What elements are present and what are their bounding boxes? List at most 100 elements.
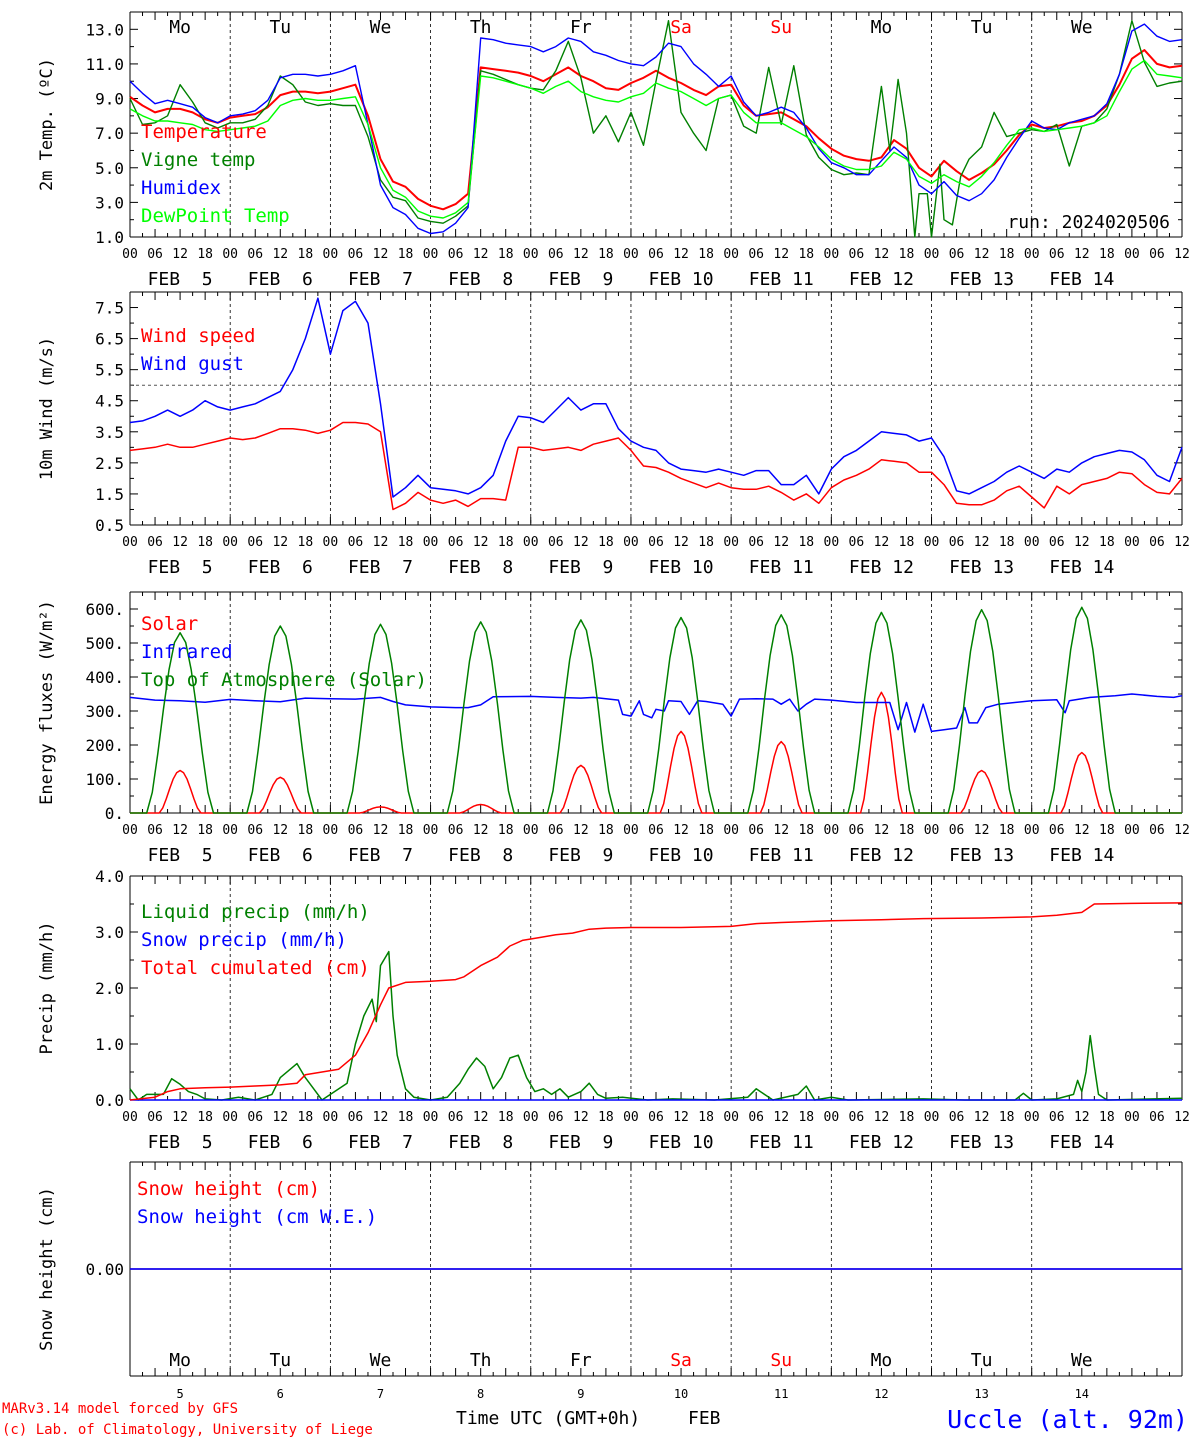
- hour-label: 06: [448, 823, 464, 838]
- hour-label: 00: [723, 535, 739, 550]
- hour-label: 06: [748, 823, 764, 838]
- date-label: FEB 7: [348, 557, 413, 578]
- hour-label: 12: [673, 823, 689, 838]
- weekday-label: Fr: [570, 1350, 592, 1371]
- hour-label: 12: [172, 823, 188, 838]
- hour-label: 00: [1124, 247, 1140, 262]
- legend-entry: Temperature: [141, 121, 267, 143]
- date-label: FEB 8: [448, 845, 513, 866]
- hour-label: 12: [673, 1110, 689, 1125]
- panels: 1.0 3.0 5.0 7.0 9.0 11.0 13.0 2m Temp. (ºC) 00 06…: [37, 11, 1190, 1401]
- hour-label: 12: [373, 535, 389, 550]
- y-axis-label: Snow height (cm): [37, 1187, 57, 1351]
- hour-label: 18: [1099, 1110, 1115, 1125]
- weekday-label: Th: [470, 17, 492, 38]
- hour-label: 18: [598, 247, 614, 262]
- hour-label: 06: [448, 247, 464, 262]
- hour-label: 18: [598, 535, 614, 550]
- panel-temp: 1.0 3.0 5.0 7.0 9.0 11.0 13.0 2m Temp. (ºC) 00 06…: [37, 11, 1190, 290]
- hour-label: 12: [974, 247, 990, 262]
- hour-label: 00: [323, 823, 339, 838]
- hour-label: 18: [498, 247, 514, 262]
- hour-label: 06: [648, 1110, 664, 1125]
- date-label: FEB 9: [548, 269, 613, 290]
- y-tick-label: 400.: [85, 668, 124, 687]
- hour-label: 06: [849, 1110, 865, 1125]
- y-axis-label: Energy fluxes (W/m²): [37, 600, 57, 805]
- date-label: FEB 14: [1049, 1132, 1114, 1153]
- hour-label: 12: [773, 247, 789, 262]
- y-tick-label: 7.5: [95, 299, 124, 318]
- date-label: FEB 11: [749, 557, 814, 578]
- hour-label: 06: [348, 247, 364, 262]
- y-tick-label: 5.0: [95, 159, 124, 178]
- hour-label: 12: [573, 247, 589, 262]
- hour-label: 18: [398, 1110, 414, 1125]
- weekday-label: Tu: [269, 1350, 291, 1371]
- y-tick-label: 600.: [85, 600, 124, 619]
- hour-label: 06: [648, 535, 664, 550]
- date-label: FEB 6: [248, 557, 313, 578]
- hour-label: 18: [798, 247, 814, 262]
- hour-label: 18: [698, 823, 714, 838]
- weekday-label: Mo: [871, 1350, 893, 1371]
- panel-precip: 0.0 1.0 2.0 3.0 4.0 Precip (mm/h) 00 06 12 18 00 06…: [37, 867, 1190, 1153]
- hour-label: 00: [723, 823, 739, 838]
- hour-label: 18: [398, 535, 414, 550]
- hour-label: 18: [1099, 823, 1115, 838]
- hour-label: 06: [247, 1110, 263, 1125]
- hour-label: 18: [197, 535, 213, 550]
- hour-label: 00: [1124, 823, 1140, 838]
- hour-label: 06: [548, 535, 564, 550]
- day-number: 10: [674, 1387, 688, 1401]
- hour-label: 18: [698, 1110, 714, 1125]
- hour-label: 12: [874, 823, 890, 838]
- y-tick-label: 3.0: [95, 193, 124, 212]
- hour-label: 18: [999, 1110, 1015, 1125]
- date-label: FEB 9: [548, 845, 613, 866]
- hour-label: 00: [523, 1110, 539, 1125]
- hour-label: 06: [247, 535, 263, 550]
- y-tick-label: 300.: [85, 702, 124, 721]
- hour-label: 00: [1124, 535, 1140, 550]
- weekday-label: We: [370, 1350, 392, 1371]
- hour-label: 00: [323, 247, 339, 262]
- hour-label: 12: [473, 823, 489, 838]
- hour-label: 06: [348, 535, 364, 550]
- panel-snow: 0.00 Snow height (cm) Mo 5 Tu 6 We 7 Th 8 Fr 9 Sa 10 S…: [37, 1161, 1183, 1401]
- hour-label: 00: [723, 247, 739, 262]
- hour-label: 00: [623, 1110, 639, 1125]
- hour-label: 18: [197, 1110, 213, 1125]
- weekday-label: Tu: [971, 17, 993, 38]
- hour-label: 18: [498, 1110, 514, 1125]
- weekday-label: Sa: [670, 17, 692, 38]
- hour-label: 12: [974, 1110, 990, 1125]
- y-tick-label: 7.0: [95, 124, 124, 143]
- hour-label: 06: [949, 535, 965, 550]
- hour-label: 12: [1174, 247, 1190, 262]
- hour-label: 18: [598, 823, 614, 838]
- hour-label: 12: [573, 1110, 589, 1125]
- hour-label: 06: [1049, 1110, 1065, 1125]
- hour-label: 12: [1074, 247, 1090, 262]
- hour-label: 18: [899, 1110, 915, 1125]
- hour-label: 06: [849, 247, 865, 262]
- y-tick-label: 6.5: [95, 330, 124, 349]
- hour-label: 18: [798, 1110, 814, 1125]
- hour-label: 00: [523, 247, 539, 262]
- hour-label: 06: [748, 247, 764, 262]
- hour-label: 18: [197, 823, 213, 838]
- hour-label: 00: [523, 823, 539, 838]
- hour-label: 06: [748, 1110, 764, 1125]
- hour-label: 06: [548, 1110, 564, 1125]
- date-label: FEB 8: [448, 269, 513, 290]
- series-top-of-atmosphere-solar: [130, 606, 1182, 814]
- day-number: 7: [377, 1387, 384, 1401]
- weekday-label: Su: [770, 1350, 792, 1371]
- date-label: FEB 13: [949, 557, 1014, 578]
- hour-label: 12: [172, 535, 188, 550]
- day-number: 12: [874, 1387, 888, 1401]
- hour-label: 06: [748, 535, 764, 550]
- series-temperature: [129, 49, 1183, 211]
- hour-label: 06: [147, 823, 163, 838]
